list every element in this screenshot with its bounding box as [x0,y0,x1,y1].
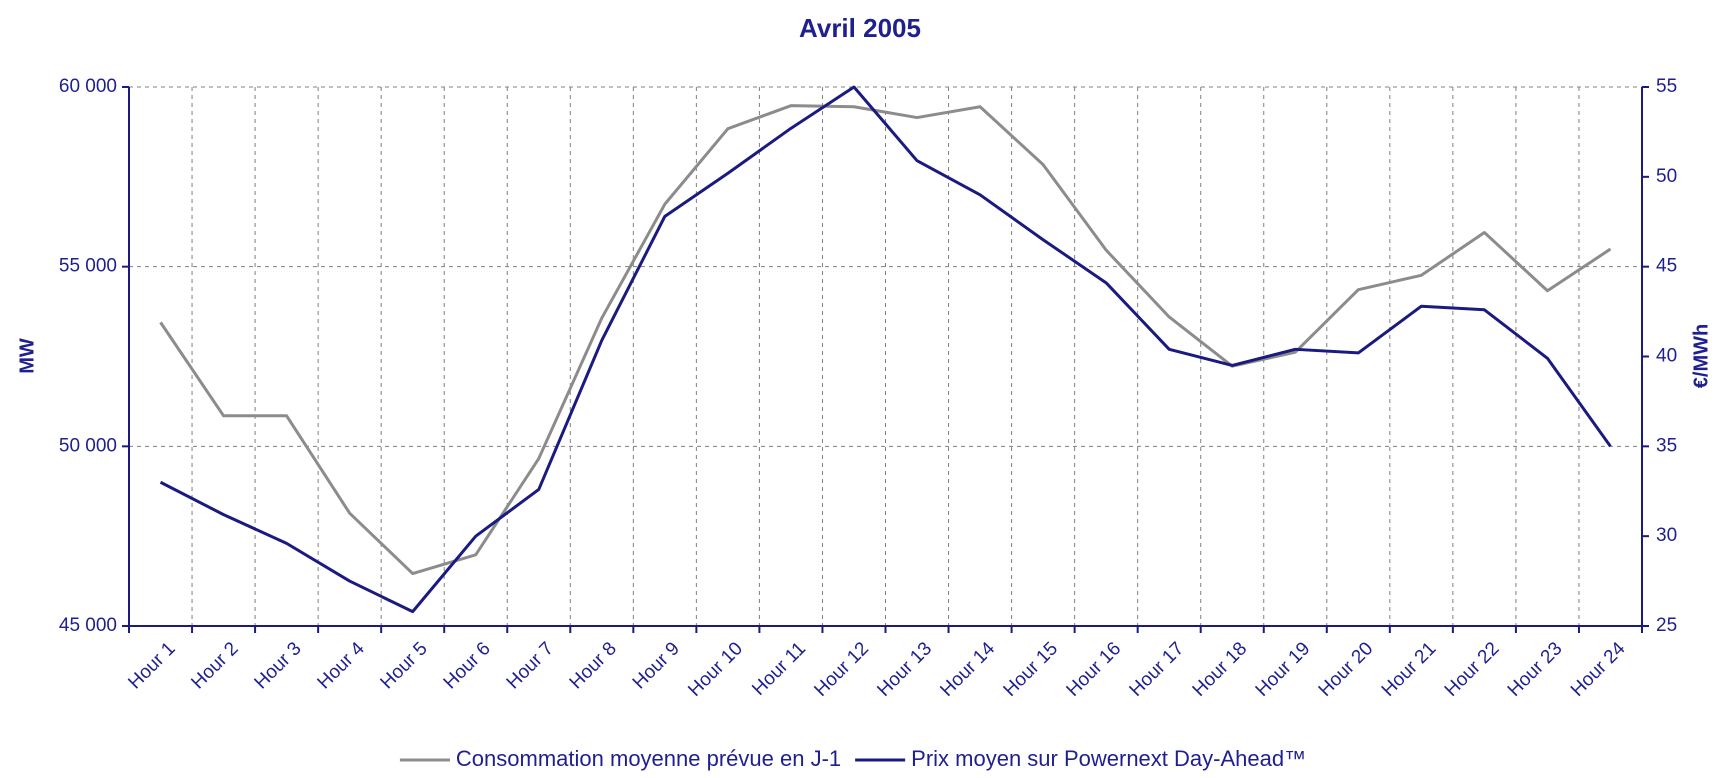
y2-tick-label: 55 [1656,76,1677,97]
x-tick-label: Hour 13 [873,638,936,701]
x-tick-label: Hour 11 [748,638,810,700]
x-tick-label: Hour 7 [503,638,558,693]
x-tick-label: Hour 5 [377,638,432,693]
y-tick-label: 55 000 [59,256,117,277]
x-tick-label: Hour 23 [1504,638,1567,701]
x-tick-label: Hour 18 [1189,638,1252,701]
y-tick-label: 60 000 [59,76,117,97]
x-tick-label: Hour 15 [1000,638,1063,701]
legend-label: Consommation moyenne prévue en J-1 [456,746,841,771]
y2-tick-label: 25 [1656,615,1677,636]
x-tick-label: Hour 20 [1315,638,1378,701]
y-tick-label: 50 000 [59,435,117,456]
x-tick-label: Hour 10 [684,638,747,701]
legend-label: Prix moyen sur Powernext Day-Ahead™ [911,746,1306,771]
y2-tick-label: 45 [1656,256,1677,277]
y2-tick-label: 40 [1656,346,1677,367]
series-line [159,104,1612,576]
x-tick-label: Hour 4 [314,638,369,693]
x-tick-label: Hour 19 [1252,638,1315,701]
y2-tick-label: 35 [1656,435,1677,456]
x-tick-label: Hour 24 [1567,638,1630,701]
x-tick-label: Hour 2 [187,638,242,693]
y2-tick-label: 30 [1656,525,1677,546]
chart-title: Avril 2005 [799,13,921,43]
x-tick-label: Hour 17 [1126,638,1189,701]
series-line [159,85,1612,614]
x-tick-label: Hour 14 [936,638,999,701]
x-tick-label: Hour 21 [1378,638,1441,701]
x-tick-label: Hour 3 [251,638,306,693]
x-tick-label: Hour 9 [629,638,684,693]
y2-tick-label: 50 [1656,166,1677,187]
y-tick-label: 45 000 [59,615,117,636]
y2-axis-label: €/MWh [1690,324,1712,388]
y-axis-label: MW [16,338,38,374]
x-tick-label: Hour 22 [1441,638,1504,701]
x-tick-label: Hour 8 [566,638,621,693]
x-tick-label: Hour 16 [1063,638,1126,701]
x-tick-label: Hour 6 [440,638,495,693]
x-tick-label: Hour 1 [124,638,179,693]
x-tick-label: Hour 12 [810,638,873,701]
